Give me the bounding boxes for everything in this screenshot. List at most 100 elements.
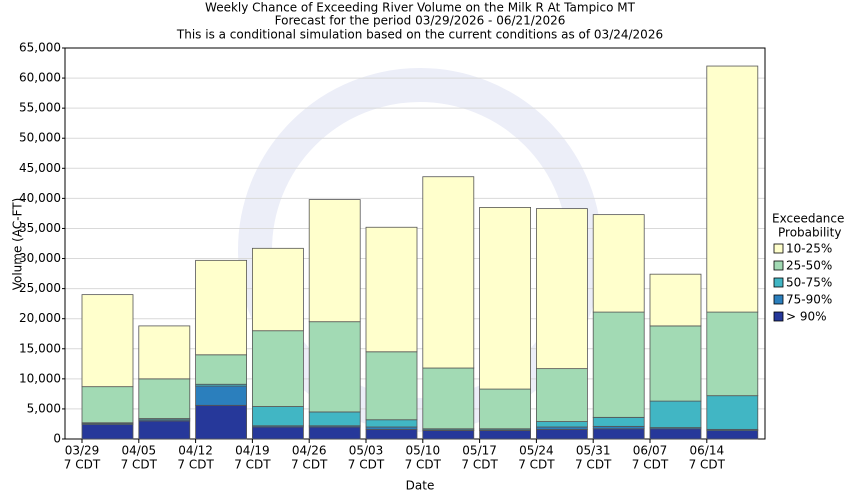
y-tick-label: 10,000 — [19, 371, 61, 385]
bar-segment — [706, 430, 759, 440]
bar-segment — [536, 421, 588, 428]
x-tick-label: 7 CDT — [632, 458, 669, 472]
bar-segment — [536, 428, 588, 440]
x-tick-label: 7 CDT — [64, 458, 101, 472]
bar-segment — [138, 378, 191, 419]
x-tick-label: 7 CDT — [575, 458, 612, 472]
bar-segment — [251, 426, 304, 440]
bar-segment — [195, 354, 248, 385]
bar-segment — [649, 325, 702, 402]
bar-segment — [308, 426, 361, 440]
bar-segment — [536, 208, 588, 370]
bar-segment — [251, 247, 304, 332]
bar-segment — [308, 199, 361, 323]
x-tick-label: 7 CDT — [234, 458, 271, 472]
legend-label: 25-50% — [786, 259, 832, 273]
x-tick-label: 05/17 — [462, 444, 497, 458]
legend-label: 50-75% — [786, 276, 832, 290]
x-tick-label: 04/19 — [235, 444, 270, 458]
chart-subtitle: Forecast for the period 03/29/2026 - 06/… — [275, 14, 566, 28]
x-tick-label: 04/12 — [178, 444, 213, 458]
chart-subtitle: This is a conditional simulation based o… — [176, 28, 663, 42]
bar-segment — [479, 388, 532, 430]
legend-swatch — [773, 294, 784, 305]
bar-segment — [251, 330, 304, 407]
bar-segment — [479, 430, 532, 440]
x-tick-label: 06/07 — [633, 444, 668, 458]
x-tick-label: 04/26 — [292, 444, 327, 458]
y-axis-label: Volume (AC-FT) — [11, 198, 25, 291]
bar-segment — [195, 404, 248, 440]
x-tick-label: 7 CDT — [177, 458, 214, 472]
y-tick-label: 15,000 — [19, 341, 61, 355]
legend-label: 10-25% — [786, 242, 832, 256]
legend-title: Exceedance — [772, 212, 844, 226]
y-tick-label: 20,000 — [19, 311, 61, 325]
x-tick-label: 7 CDT — [121, 458, 158, 472]
x-tick-label: 7 CDT — [518, 458, 555, 472]
legend-title: Probability — [778, 226, 841, 240]
legend-label: > 90% — [786, 310, 827, 324]
x-tick-label: 7 CDT — [689, 458, 726, 472]
bar-segment — [365, 351, 418, 421]
bar-segment — [649, 400, 702, 428]
x-tick-label: 05/24 — [519, 444, 554, 458]
bar-segment — [138, 420, 191, 440]
bar-segment — [536, 368, 588, 422]
bar-segment — [81, 424, 134, 440]
bar-segment — [308, 411, 361, 427]
x-tick-label: 05/03 — [349, 444, 384, 458]
legend-swatch — [773, 260, 784, 271]
bar-segment — [81, 386, 134, 424]
y-tick-label: 55,000 — [19, 101, 61, 115]
bar-segment — [479, 207, 532, 390]
x-axis-label: Date — [406, 479, 435, 493]
bar-segment — [706, 395, 759, 430]
bar-segment — [592, 428, 645, 440]
x-tick-label: 7 CDT — [291, 458, 328, 472]
y-tick-label: 0 — [53, 432, 61, 446]
legend-swatch — [773, 243, 784, 254]
bar-segment — [195, 385, 248, 406]
x-tick-label: 7 CDT — [348, 458, 385, 472]
bar-segment — [365, 428, 418, 440]
bar-segment — [706, 311, 759, 397]
chart-title: Weekly Chance of Exceeding River Volume … — [205, 1, 636, 15]
bar-segment — [138, 325, 191, 380]
y-tick-label: 35,000 — [19, 221, 61, 235]
x-tick-label: 05/10 — [406, 444, 441, 458]
bar-segment — [706, 65, 759, 313]
bar-segment — [592, 214, 645, 313]
y-tick-label: 30,000 — [19, 251, 61, 265]
legend-label: 75-90% — [786, 293, 832, 307]
x-tick-label: 7 CDT — [461, 458, 498, 472]
bar-segment — [308, 321, 361, 413]
bar-segment — [422, 430, 475, 440]
x-tick-label: 06/14 — [690, 444, 725, 458]
y-tick-label: 65,000 — [19, 41, 61, 55]
x-tick-label: 04/05 — [122, 444, 157, 458]
y-tick-label: 50,000 — [19, 131, 61, 145]
legend-swatch — [773, 311, 784, 322]
x-tick-label: 05/31 — [576, 444, 611, 458]
x-tick-label: 7 CDT — [405, 458, 442, 472]
y-tick-label: 25,000 — [19, 281, 61, 295]
bar-segment — [81, 294, 134, 388]
bar-segment — [195, 259, 248, 356]
legend-swatch — [773, 277, 784, 288]
bar-segment — [422, 367, 475, 430]
y-tick-label: 45,000 — [19, 161, 61, 175]
y-tick-label: 5,000 — [27, 401, 61, 415]
y-tick-label: 60,000 — [19, 71, 61, 85]
bar-segment — [592, 311, 645, 418]
bar-segment — [649, 273, 702, 327]
bar-segment — [422, 176, 475, 369]
bar-segment — [365, 226, 418, 353]
x-tick-label: 03/29 — [65, 444, 100, 458]
bar-segment — [649, 428, 702, 440]
bar-segment — [251, 406, 304, 427]
bar-segment — [365, 419, 418, 428]
bar-segment — [592, 416, 645, 427]
y-tick-label: 40,000 — [19, 191, 61, 205]
